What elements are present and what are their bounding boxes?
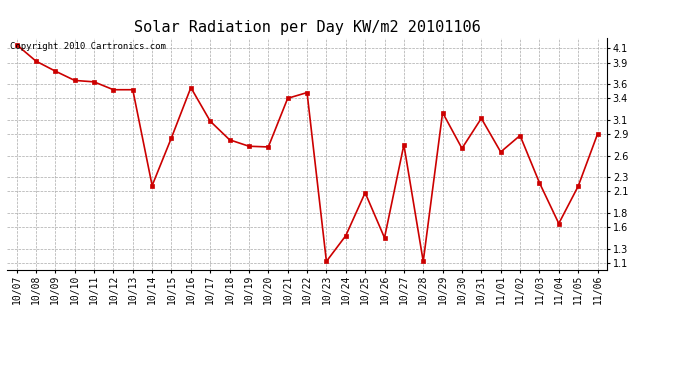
- Text: Copyright 2010 Cartronics.com: Copyright 2010 Cartronics.com: [10, 42, 166, 51]
- Title: Solar Radiation per Day KW/m2 20101106: Solar Radiation per Day KW/m2 20101106: [134, 20, 480, 35]
